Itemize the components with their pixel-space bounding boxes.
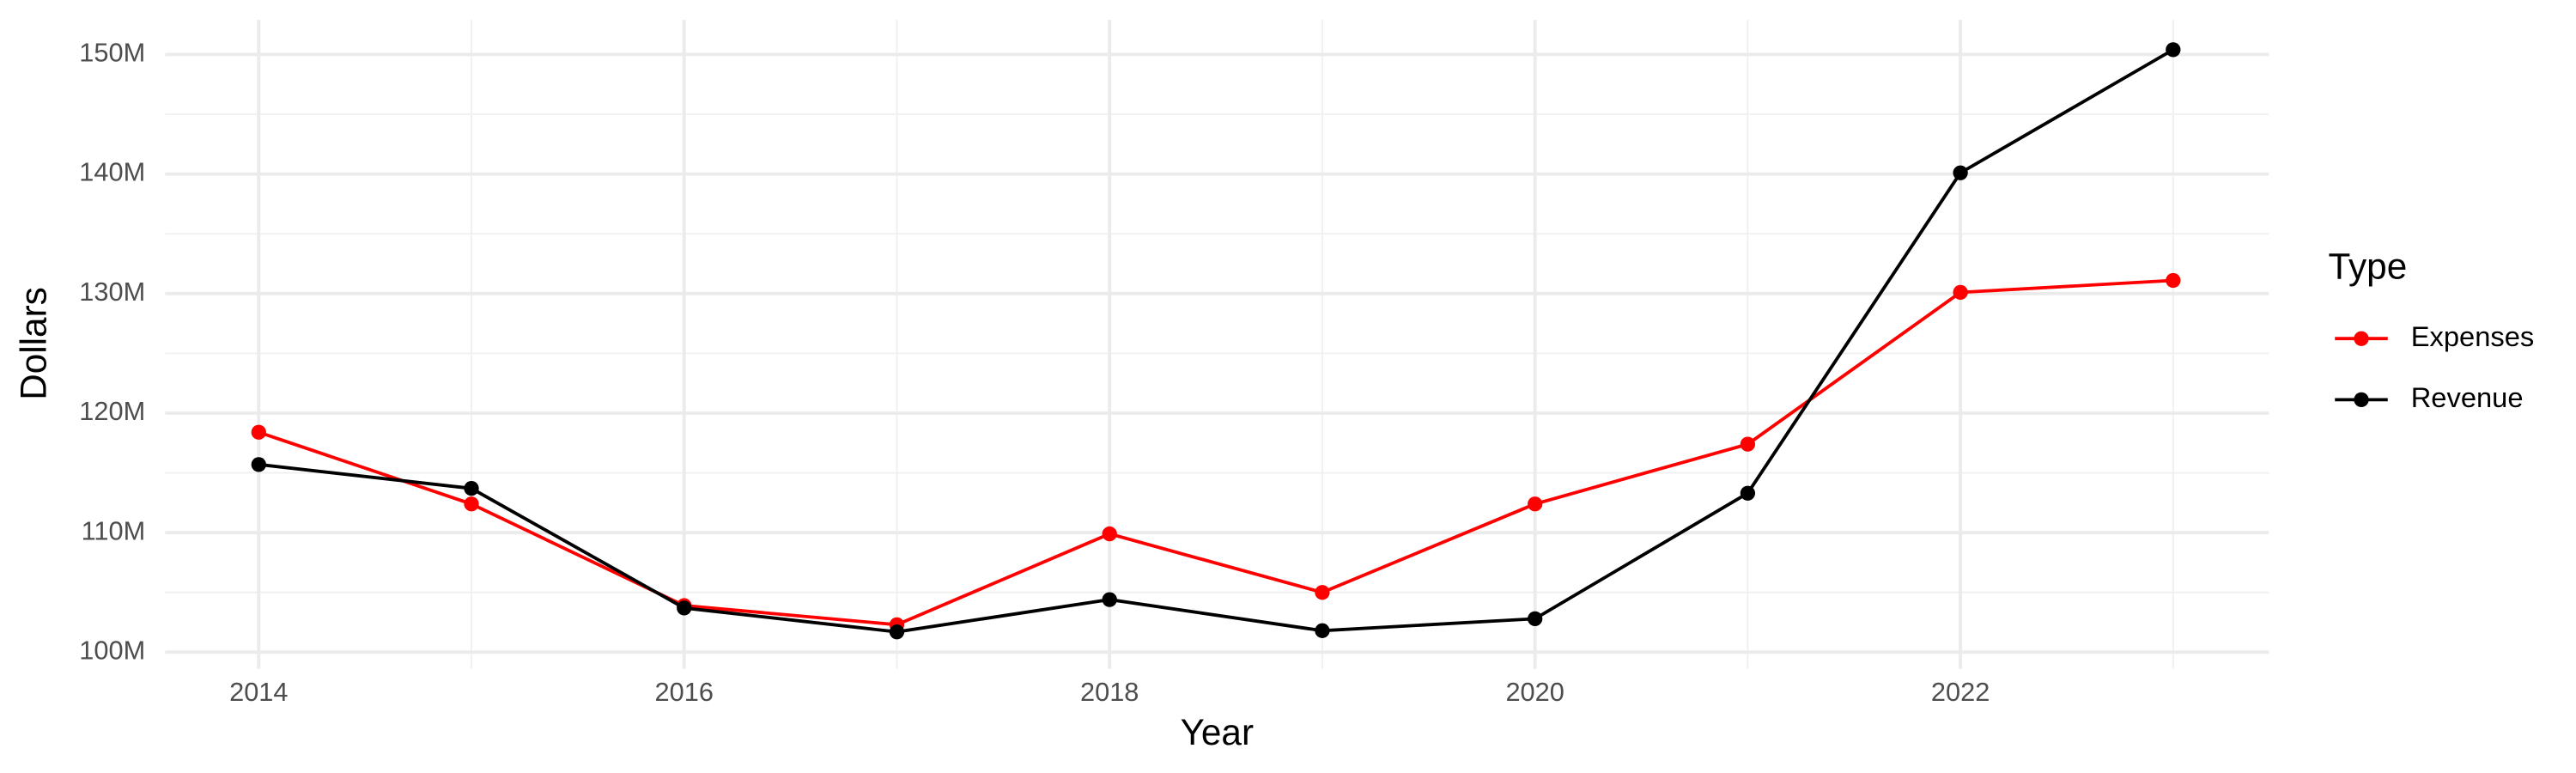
data-point <box>1102 526 1117 542</box>
data-point <box>1953 165 1968 180</box>
y-tick-label: 110M <box>82 515 146 545</box>
data-point <box>1740 436 1756 452</box>
data-point <box>1315 623 1330 638</box>
data-point <box>677 600 692 616</box>
data-point <box>1740 485 1756 501</box>
data-point <box>1315 585 1330 600</box>
series-line <box>258 278 2173 627</box>
x-tick-label: 2016 <box>655 677 714 707</box>
x-tick-label: 2014 <box>229 677 288 707</box>
y-tick-label: 100M <box>79 635 145 665</box>
data-point <box>1528 496 1543 512</box>
data-point <box>889 624 905 640</box>
legend-key-point <box>2354 392 2369 408</box>
legend-title: Type <box>2329 247 2408 287</box>
data-point <box>1528 611 1543 627</box>
data-point <box>2166 272 2181 289</box>
x-tick-label: 2020 <box>1505 677 1564 707</box>
data-point <box>251 424 266 440</box>
y-tick-label: 140M <box>79 157 145 187</box>
x-tick-label: 2018 <box>1080 677 1139 707</box>
y-tick-label: 130M <box>79 277 145 307</box>
data-point <box>464 481 479 496</box>
series-line <box>258 48 2174 634</box>
x-tick-label: 2022 <box>1931 677 1990 707</box>
data-point <box>464 496 479 512</box>
legend-label: Revenue <box>2411 381 2524 413</box>
legend-key-point <box>2354 331 2369 346</box>
data-point <box>251 457 266 472</box>
data-point <box>1953 284 1968 301</box>
data-point <box>1102 592 1117 607</box>
x-axis-title: Year <box>1181 712 1254 752</box>
data-point <box>2166 42 2181 58</box>
y-tick-label: 120M <box>79 396 145 426</box>
legend-label: Expenses <box>2411 320 2535 352</box>
y-tick-label: 150M <box>79 38 145 68</box>
y-axis-title: Dollars <box>13 287 53 400</box>
